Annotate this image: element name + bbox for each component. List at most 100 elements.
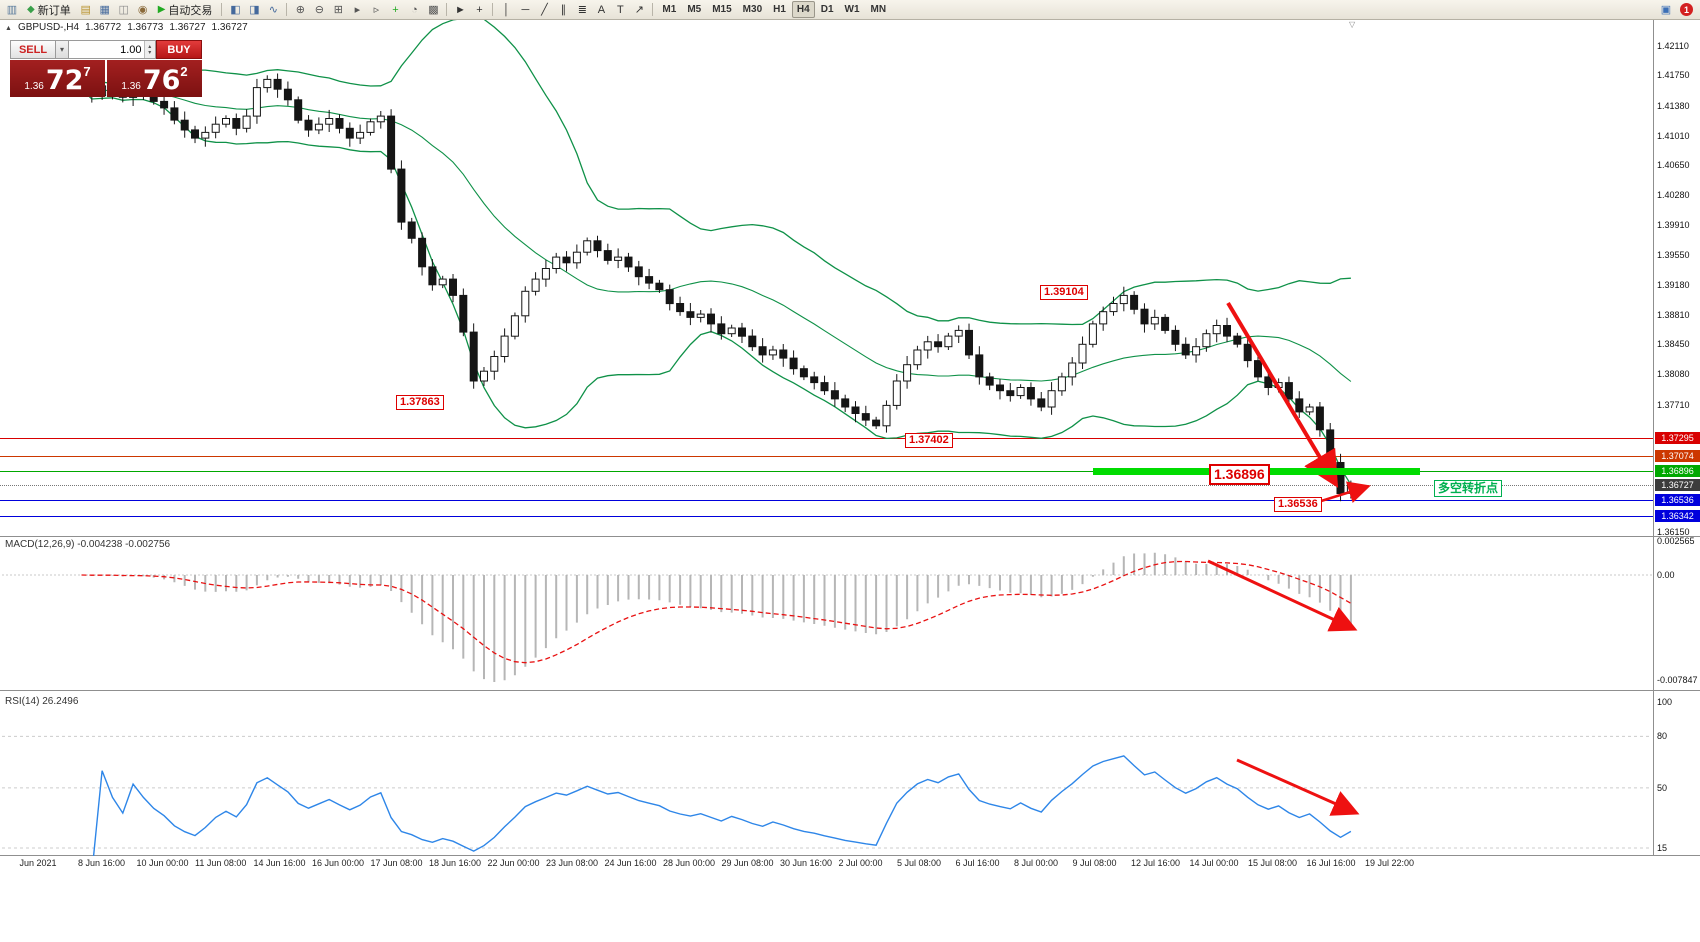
price-axis-label: 1.41750: [1657, 70, 1690, 81]
rsi-axis-label: 50: [1657, 782, 1668, 793]
buy-price-prefix: 1.36: [121, 81, 141, 92]
time-axis-label: 22 Jun 00:00: [487, 858, 540, 868]
channel-icon[interactable]: ∥: [560, 4, 567, 16]
panel-separator: [0, 536, 1700, 537]
horizontal-line-1.36342: [0, 516, 1653, 518]
timeframe-m5-button[interactable]: M5: [687, 4, 702, 15]
price-axis-label: 1.40650: [1657, 160, 1690, 170]
toolbar-separator: [446, 3, 448, 16]
fibonacci-icon[interactable]: ≣: [577, 4, 588, 16]
community-icon[interactable]: ▣: [1660, 4, 1672, 16]
sell-price-sup: 7: [83, 64, 91, 79]
arrow-object-icon[interactable]: ↗: [634, 4, 645, 16]
panel-separator: [0, 690, 1700, 691]
zoom-in-icon[interactable]: ⊕: [295, 4, 306, 16]
time-axis-label: 28 Jun 00:00: [663, 858, 716, 868]
toolbar-separator: [652, 3, 654, 16]
time-axis-label: 30 Jun 16:00: [780, 858, 833, 868]
new-chart-icon[interactable]: ▥: [6, 4, 18, 16]
sell-price-prefix: 1.36: [24, 81, 44, 92]
timeframe-h4-button[interactable]: H4: [791, 1, 815, 18]
horizontal-line-1.37295: [0, 438, 1653, 440]
cursor-icon[interactable]: ►: [454, 3, 466, 16]
bar-chart-style-icon[interactable]: ◧: [230, 4, 241, 16]
timeframe-d1-button[interactable]: D1: [820, 4, 834, 15]
macd-axis-label: -0.007847: [1657, 675, 1698, 686]
periods-icon[interactable]: ◔: [411, 3, 418, 16]
price-axis-line: [1653, 20, 1654, 856]
price-axis-label: 1.37710: [1657, 399, 1690, 410]
time-axis-label: 5 Jul 08:00: [897, 858, 942, 868]
templates-icon[interactable]: ▩: [428, 4, 439, 16]
horizontal-line-1.37074: [0, 456, 1653, 458]
panel-separator: [0, 855, 1700, 856]
data-window-icon[interactable]: ◫: [118, 4, 129, 16]
navigator-icon[interactable]: ◉: [137, 4, 148, 16]
price-badge-1.37295: 1.37295: [1655, 432, 1700, 445]
notifications-badge[interactable]: 1: [1680, 3, 1693, 16]
main-toolbar: ▥ ◆ 新订单 ▤ ▦ ◫ ◉ ▶ 自动交易 ◧ ◨ ∿ ⊕ ⊖ ⊞ ▸ ▹ + ◔ ▩ ► + │ ─ ╱ ∥ ≣ A T ↗ M1 M5 M…: [0, 0, 1700, 20]
chart-shift-marker-icon: ▽: [1349, 20, 1356, 29]
text-icon[interactable]: A: [597, 3, 606, 16]
timeframe-mn-button[interactable]: MN: [870, 4, 887, 15]
timeframe-m15-button[interactable]: M15: [712, 4, 732, 15]
buy-button[interactable]: BUY: [156, 40, 202, 59]
time-axis-label: 16 Jun 00:00: [312, 858, 365, 868]
volume-input[interactable]: [69, 41, 144, 58]
time-axis-label: 14 Jun 16:00: [253, 858, 306, 868]
new-order-icon: ◆: [27, 4, 35, 15]
rsi-axis-label: 80: [1657, 731, 1668, 742]
rsi-axis-label: 15: [1657, 843, 1668, 853]
timeframe-m30-button[interactable]: M30: [742, 4, 763, 15]
price-axis-label: 1.39180: [1657, 279, 1690, 290]
symbol-icon: ▲: [5, 25, 12, 32]
time-axis-label: 24 Jun 16:00: [604, 858, 657, 868]
zoom-out-icon[interactable]: ⊖: [314, 4, 325, 16]
sell-price-display[interactable]: 1.36 72 7: [10, 60, 105, 97]
chart-profiles-icon[interactable]: ▤: [80, 4, 91, 16]
candlestick-style-icon[interactable]: ◨: [249, 4, 260, 16]
new-order-button[interactable]: ◆ 新订单: [22, 2, 76, 18]
toolbar-separator: [221, 3, 223, 16]
autotrade-icon: ▶: [157, 4, 166, 15]
macd-axis-label: 0.002565: [1657, 535, 1695, 546]
time-axis-label: 8 Jul 00:00: [1014, 858, 1059, 868]
horizontal-line-1.36536: [0, 500, 1653, 502]
text-label-icon[interactable]: T: [617, 3, 624, 16]
timeframe-h1-button[interactable]: H1: [773, 4, 786, 15]
time-axis-label: 16 Jul 16:00: [1306, 858, 1356, 868]
price-axis-label: 1.40280: [1657, 190, 1690, 201]
time-axis-label: 6 Jul 16:00: [955, 858, 1000, 868]
price-axis-label: 1.41010: [1657, 130, 1690, 141]
ohlc-low: 1.36727: [169, 22, 206, 33]
price-note-137863: 1.37863: [396, 395, 444, 410]
indicators-icon[interactable]: +: [392, 3, 399, 16]
volume-stepper: ▴ ▾: [143, 41, 155, 58]
horizontal-line-icon[interactable]: ─: [521, 3, 530, 16]
line-chart-style-icon[interactable]: ∿: [268, 4, 279, 16]
symbol-name: GBPUSD-,H4: [17, 22, 80, 33]
price-badge-1.37074: 1.37074: [1655, 450, 1700, 463]
price-badge-1.36727: 1.36727: [1655, 478, 1700, 491]
volume-dropdown-button[interactable]: ▾: [56, 40, 69, 59]
rsi-axis-label: 100: [1657, 697, 1673, 707]
price-axis-label: 1.38810: [1657, 309, 1690, 320]
autotrade-button[interactable]: ▶ 自动交易: [153, 2, 218, 18]
timeframe-m1-button[interactable]: M1: [662, 4, 677, 15]
tile-windows-icon[interactable]: ⊞: [333, 4, 344, 16]
time-axis-label: Jun 2021: [19, 858, 57, 868]
ohlc-close: 1.36727: [211, 22, 248, 33]
timeframe-w1-button[interactable]: W1: [844, 4, 860, 15]
buy-price-display[interactable]: 1.36 76 2: [107, 60, 202, 97]
crosshair-icon[interactable]: +: [476, 3, 483, 16]
vertical-line-icon[interactable]: │: [502, 3, 510, 16]
market-watch-icon[interactable]: ▦: [99, 4, 110, 16]
price-axis-label: 1.42110: [1657, 41, 1689, 51]
sell-button[interactable]: SELL: [10, 40, 56, 59]
chart-shift-icon[interactable]: ▹: [373, 4, 380, 16]
rsi-header: RSI(14) 26.2496: [5, 696, 79, 707]
trendline-icon[interactable]: ╱: [541, 4, 548, 16]
volume-down-icon[interactable]: ▾: [148, 49, 152, 56]
auto-scroll-icon[interactable]: ▸: [354, 4, 361, 16]
